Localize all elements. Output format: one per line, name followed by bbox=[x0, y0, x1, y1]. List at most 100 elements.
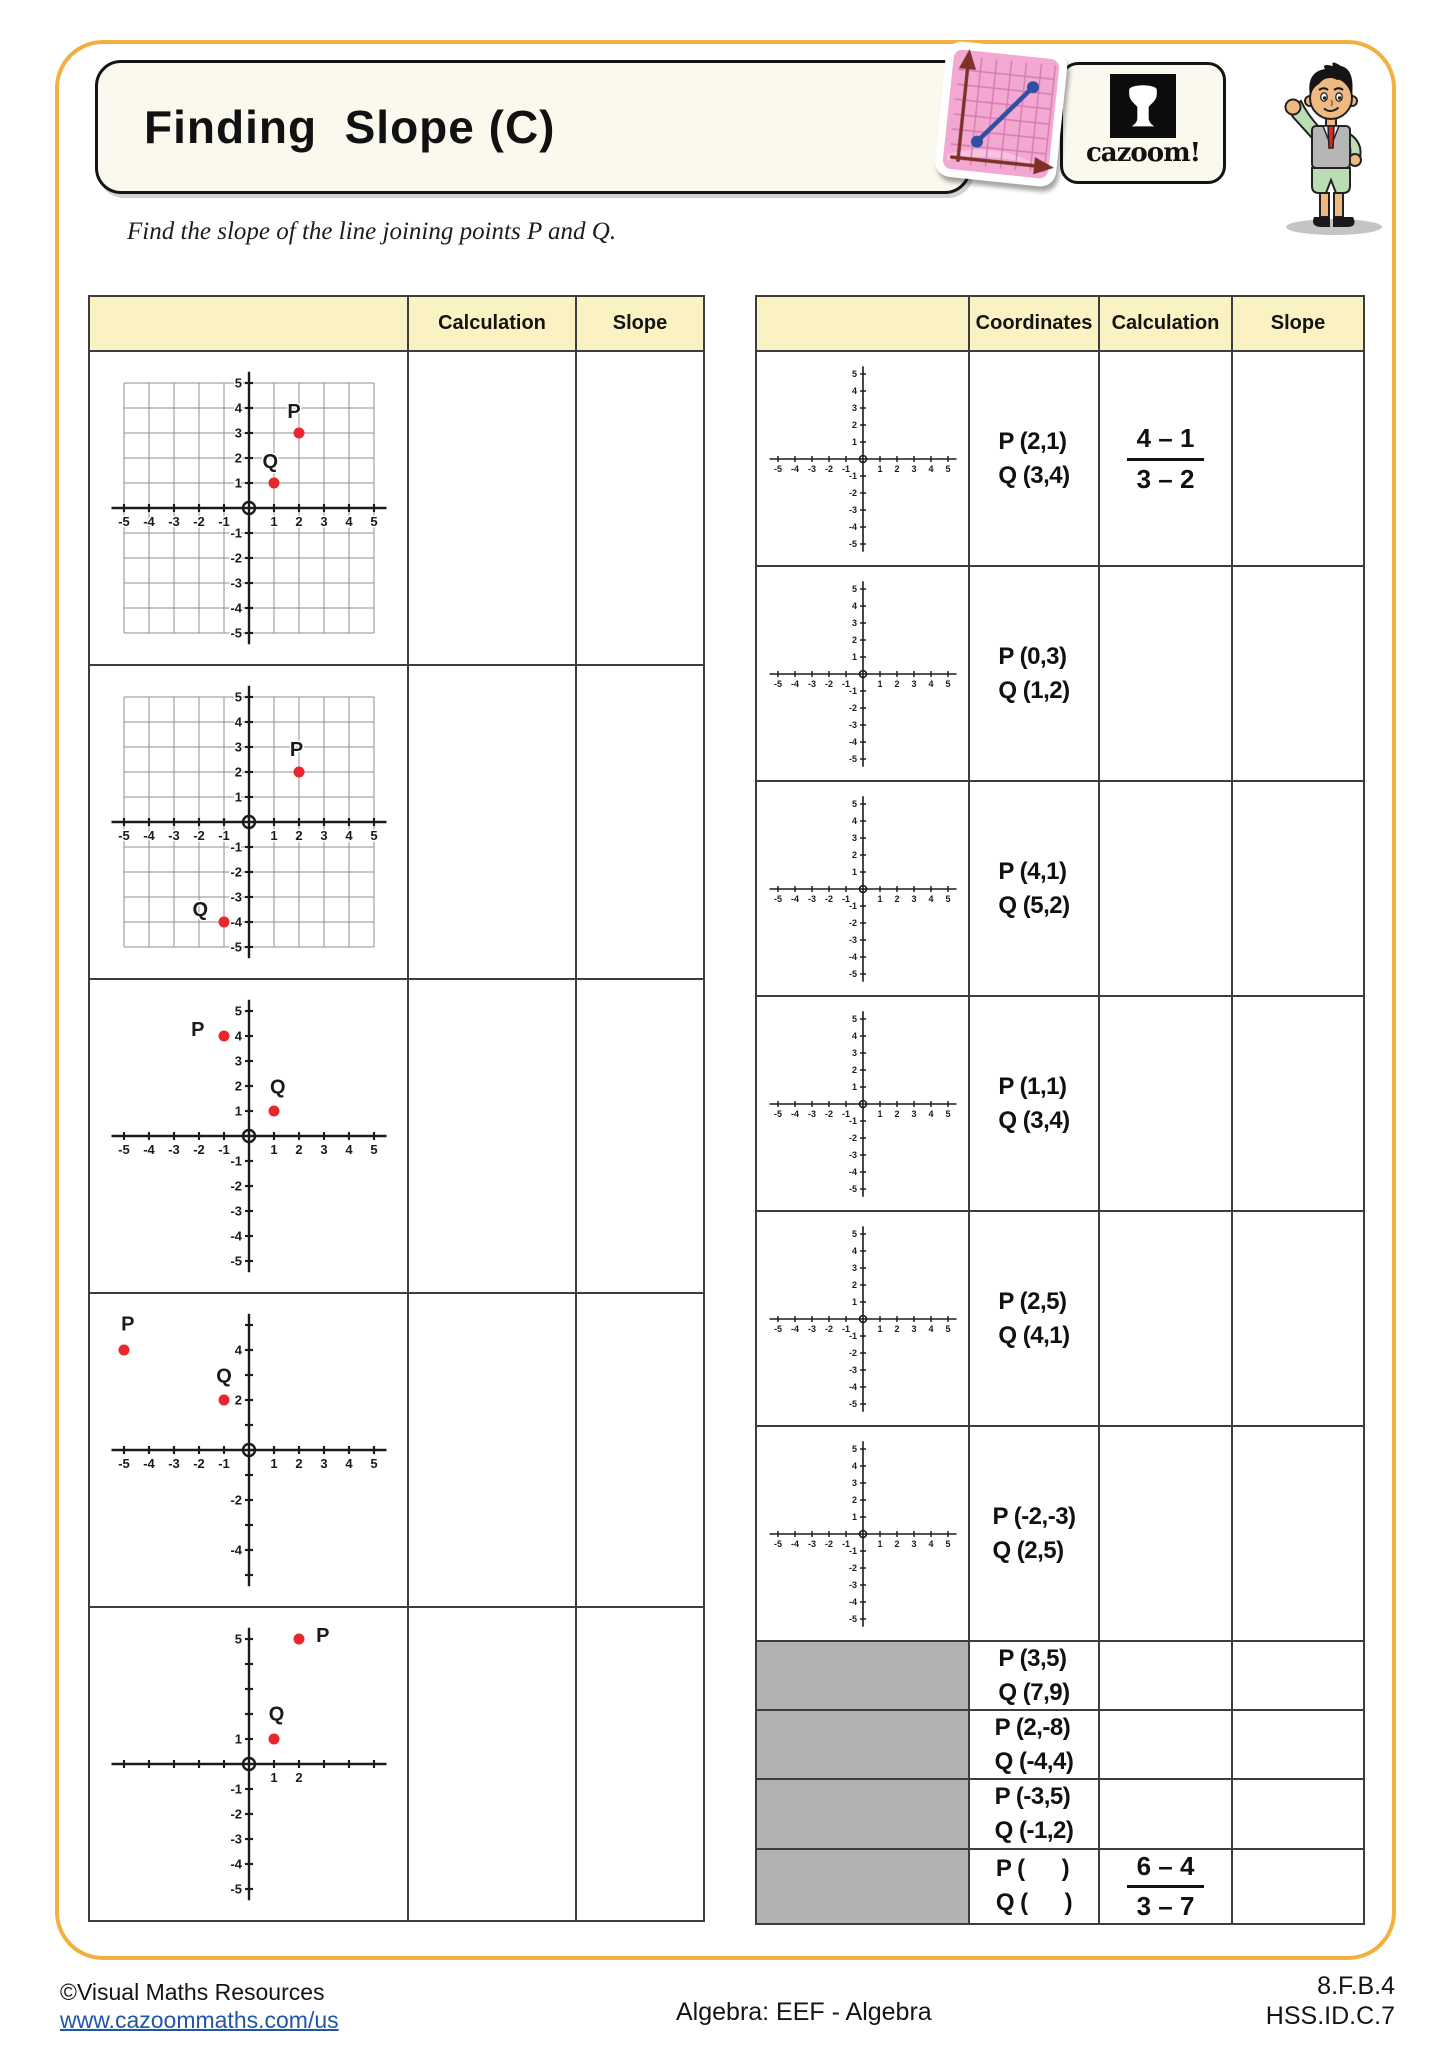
svg-text:5: 5 bbox=[945, 1109, 950, 1119]
svg-text:4: 4 bbox=[851, 816, 856, 826]
svg-text:1: 1 bbox=[234, 1732, 241, 1747]
svg-text:5: 5 bbox=[945, 1539, 950, 1549]
svg-text:-3: -3 bbox=[168, 1456, 180, 1471]
calculation-cell bbox=[1098, 1778, 1233, 1850]
svg-text:1: 1 bbox=[877, 679, 882, 689]
svg-text:2: 2 bbox=[295, 1142, 302, 1157]
slope-graph-icon bbox=[931, 38, 1071, 190]
svg-text:1: 1 bbox=[234, 790, 241, 805]
calculation-cell bbox=[1098, 995, 1233, 1212]
svg-text:P: P bbox=[289, 739, 302, 761]
svg-text:-2: -2 bbox=[848, 488, 856, 498]
coordinate-grid: -5 -4 -3 -2 -1 1 2 3 4 5 -5 -4 -3 -2 -1 1 2 3 4 5 bbox=[769, 795, 956, 982]
svg-text:1: 1 bbox=[270, 1142, 277, 1157]
svg-text:-1: -1 bbox=[841, 894, 849, 904]
coordinate-grid: 1 2 5 1 -1 -2 -3 -4 -5 P Q bbox=[111, 1624, 386, 1901]
calculation-cell bbox=[1098, 1709, 1233, 1781]
problem-graph-cell: -5 -4 -3 -2 -1 1 2 3 4 5 -5 -4 -3 -2 -1 1 2 3 4 5 bbox=[755, 1210, 970, 1427]
svg-text:-2: -2 bbox=[824, 464, 832, 474]
svg-text:-2: -2 bbox=[848, 1348, 856, 1358]
svg-text:-5: -5 bbox=[230, 1882, 242, 1897]
slope-cell bbox=[1231, 1709, 1365, 1781]
svg-text:1: 1 bbox=[234, 476, 241, 491]
svg-text:-4: -4 bbox=[848, 1597, 856, 1607]
svg-text:-1: -1 bbox=[848, 686, 856, 696]
svg-text:-1: -1 bbox=[230, 1782, 242, 1797]
svg-text:2: 2 bbox=[234, 1079, 241, 1094]
svg-text:-2: -2 bbox=[848, 918, 856, 928]
header-cell-1: Calculation bbox=[407, 295, 577, 352]
shaded-cell bbox=[755, 1639, 970, 1712]
problem-row: -5 -4 -3 -2 -1 1 2 3 4 5 4 2 -2 -4 P Q bbox=[88, 1292, 705, 1608]
svg-text:-5: -5 bbox=[230, 1254, 242, 1269]
svg-text:-1: -1 bbox=[230, 526, 242, 541]
svg-text:3: 3 bbox=[911, 894, 916, 904]
svg-text:3: 3 bbox=[234, 1054, 241, 1069]
svg-text:-3: -3 bbox=[848, 1150, 856, 1160]
svg-text:-2: -2 bbox=[824, 1539, 832, 1549]
coordinates-text: P (4,1) Q (5,2) bbox=[998, 857, 1070, 919]
copyright-text: ©Visual Maths Resources bbox=[60, 1979, 325, 2005]
svg-text:2: 2 bbox=[295, 514, 302, 529]
svg-text:-2: -2 bbox=[193, 828, 205, 843]
svg-text:1: 1 bbox=[234, 1104, 241, 1119]
svg-text:-5: -5 bbox=[118, 514, 130, 529]
svg-text:-1: -1 bbox=[848, 1546, 856, 1556]
coordinates-cell: P (3,5) Q (7,9) bbox=[968, 1639, 1100, 1712]
svg-text:4: 4 bbox=[234, 1343, 242, 1358]
svg-text:-3: -3 bbox=[168, 1142, 180, 1157]
right-problems-table: Coordinates Calculation Slope -5 -4 -3 -2 -1 1 2 3… bbox=[755, 295, 1365, 1925]
coordinate-grid: -5 -4 -3 -2 -1 1 2 3 4 5 4 2 -2 -4 P Q bbox=[111, 1312, 386, 1587]
svg-text:2: 2 bbox=[851, 1280, 856, 1290]
svg-text:4: 4 bbox=[928, 464, 933, 474]
svg-text:-1: -1 bbox=[841, 464, 849, 474]
problem-row: -5 -4 -3 -2 -1 1 2 3 4 5 -5 -4 -3 -2 -1 1 2 3 4 5 P Q bbox=[88, 978, 705, 1294]
svg-text:-3: -3 bbox=[807, 1109, 815, 1119]
svg-text:-4: -4 bbox=[230, 915, 242, 930]
website-link[interactable]: www.cazoommaths.com/us bbox=[60, 2007, 339, 2034]
svg-text:2: 2 bbox=[894, 894, 899, 904]
coordinates-cell: P (4,1) Q (5,2) bbox=[968, 780, 1100, 997]
slope-cell bbox=[1231, 1847, 1365, 1925]
svg-text:-1: -1 bbox=[848, 901, 856, 911]
coordinates-cell: P (2,5) Q (4,1) bbox=[968, 1210, 1100, 1427]
svg-text:3: 3 bbox=[911, 1539, 916, 1549]
slope-cell bbox=[1231, 1639, 1365, 1712]
svg-text:2: 2 bbox=[234, 765, 241, 780]
svg-text:-4: -4 bbox=[143, 1142, 155, 1157]
svg-text:1: 1 bbox=[877, 1109, 882, 1119]
svg-text:-1: -1 bbox=[848, 471, 856, 481]
coordinates-text: P (0,3) Q (1,2) bbox=[998, 642, 1070, 704]
problem-graph-cell: -5 -4 -3 -2 -1 1 2 3 4 5 -5 -4 -3 -2 -1 1 2 3 4 5 P Q bbox=[88, 664, 409, 980]
table-header-row: Calculation Slope bbox=[88, 295, 705, 352]
svg-text:4: 4 bbox=[928, 894, 933, 904]
svg-text:2: 2 bbox=[894, 1324, 899, 1334]
coordinate-grid: -5 -4 -3 -2 -1 1 2 3 4 5 -5 -4 -3 -2 -1 1 2 3 4 5 bbox=[769, 1440, 956, 1627]
svg-text:-4: -4 bbox=[143, 514, 155, 529]
coordinates-text: P (2,1) Q (3,4) bbox=[998, 427, 1070, 489]
svg-text:-2: -2 bbox=[824, 679, 832, 689]
svg-text:-5: -5 bbox=[773, 1109, 781, 1119]
svg-text:5: 5 bbox=[851, 1014, 856, 1024]
svg-text:-2: -2 bbox=[230, 1179, 242, 1194]
svg-text:2: 2 bbox=[894, 679, 899, 689]
svg-text:3: 3 bbox=[851, 1263, 856, 1273]
svg-text:3: 3 bbox=[851, 1048, 856, 1058]
standard-code-1: 8.F.B.4 bbox=[1317, 1972, 1395, 2000]
svg-text:-5: -5 bbox=[230, 626, 242, 641]
svg-text:-4: -4 bbox=[848, 952, 856, 962]
coordinates-text: P (1,1) Q (3,4) bbox=[998, 1072, 1070, 1134]
svg-text:P: P bbox=[121, 1314, 134, 1336]
svg-text:-1: -1 bbox=[230, 1154, 242, 1169]
svg-text:-1: -1 bbox=[218, 828, 230, 843]
problem-graph-cell: -5 -4 -3 -2 -1 1 2 3 4 5 -5 -4 -3 -2 -1 1 2 3 4 5 bbox=[755, 565, 970, 782]
coordinates-text: P (-2,-3) Q (2,5) bbox=[992, 1502, 1076, 1564]
svg-text:-4: -4 bbox=[848, 1382, 856, 1392]
svg-text:-5: -5 bbox=[848, 1614, 856, 1624]
svg-text:-5: -5 bbox=[118, 828, 130, 843]
svg-text:3: 3 bbox=[911, 1109, 916, 1119]
slope-cell bbox=[575, 1606, 705, 1922]
